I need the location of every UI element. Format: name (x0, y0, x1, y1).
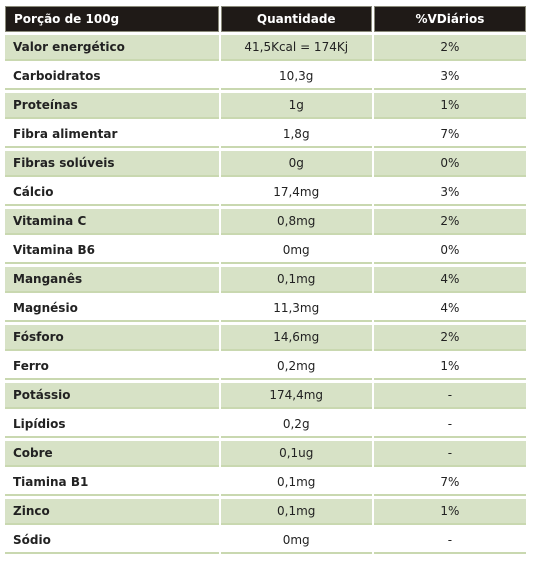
nutrient-quantity: 0mg (220, 238, 372, 264)
nutrient-quantity: 0,8mg (220, 209, 372, 235)
nutrient-daily-value: 2% (373, 325, 526, 351)
nutrient-name: Vitamina C (5, 209, 219, 235)
nutrient-daily-value: 2% (373, 209, 526, 235)
nutrient-quantity: 41,5Kcal = 174Kj (220, 35, 372, 61)
nutrient-daily-value: 0% (373, 151, 526, 177)
header-portion: Porção de 100g (5, 6, 219, 32)
nutrient-daily-value: 3% (373, 64, 526, 90)
nutrient-quantity: 0,1mg (220, 267, 372, 293)
nutrient-name: Fibras solúveis (5, 151, 219, 177)
nutrient-daily-value: 2% (373, 35, 526, 61)
nutrient-name: Zinco (5, 499, 219, 525)
table-body: Valor energético 41,5Kcal = 174Kj 2% Carboi… (5, 35, 526, 554)
nutrient-name: Tiamina B1 (5, 470, 219, 496)
nutrient-daily-value: 3% (373, 180, 526, 206)
nutrient-name: Carboidratos (5, 64, 219, 90)
nutrient-quantity: 0g (220, 151, 372, 177)
table-row: Vitamina B6 0mg 0% (5, 238, 526, 264)
nutrient-name: Proteínas (5, 93, 219, 119)
nutrient-name: Potássio (5, 383, 219, 409)
nutrient-daily-value: 4% (373, 267, 526, 293)
nutrient-name: Valor energético (5, 35, 219, 61)
nutrient-daily-value: 7% (373, 470, 526, 496)
nutrient-name: Fibra alimentar (5, 122, 219, 148)
table-row: Tiamina B1 0,1mg 7% (5, 470, 526, 496)
header-quantity: Quantidade (220, 6, 372, 32)
nutrient-quantity: 0,2mg (220, 354, 372, 380)
nutrient-name: Sódio (5, 528, 219, 554)
nutrient-quantity: 17,4mg (220, 180, 372, 206)
nutrient-quantity: 0,2g (220, 412, 372, 438)
nutrient-name: Cálcio (5, 180, 219, 206)
nutrient-quantity: 0,1mg (220, 499, 372, 525)
nutrient-quantity: 0,1mg (220, 470, 372, 496)
nutrient-daily-value: 1% (373, 354, 526, 380)
nutrient-name: Vitamina B6 (5, 238, 219, 264)
nutrient-quantity: 1,8g (220, 122, 372, 148)
table-row: Ferro 0,2mg 1% (5, 354, 526, 380)
nutrient-name: Manganês (5, 267, 219, 293)
header-daily-value: %VDiários (373, 6, 526, 32)
nutrient-daily-value: - (373, 528, 526, 554)
table-row: Zinco 0,1mg 1% (5, 499, 526, 525)
nutrient-quantity: 14,6mg (220, 325, 372, 351)
nutrient-daily-value: - (373, 383, 526, 409)
nutrient-daily-value: 7% (373, 122, 526, 148)
nutrition-facts-table: Porção de 100g Quantidade %VDiários Valo… (3, 3, 528, 557)
nutrient-quantity: 1g (220, 93, 372, 119)
table-row: Manganês 0,1mg 4% (5, 267, 526, 293)
nutrient-name: Fósforo (5, 325, 219, 351)
nutrient-quantity: 174,4mg (220, 383, 372, 409)
table-row: Fibras solúveis 0g 0% (5, 151, 526, 177)
nutrient-daily-value: - (373, 412, 526, 438)
nutrient-name: Magnésio (5, 296, 219, 322)
table-row: Vitamina C 0,8mg 2% (5, 209, 526, 235)
table-row: Valor energético 41,5Kcal = 174Kj 2% (5, 35, 526, 61)
table-header-row: Porção de 100g Quantidade %VDiários (5, 6, 526, 32)
table-row: Fósforo 14,6mg 2% (5, 325, 526, 351)
nutrient-name: Ferro (5, 354, 219, 380)
nutrient-daily-value: 4% (373, 296, 526, 322)
table-row: Lipídios 0,2g - (5, 412, 526, 438)
nutrient-quantity: 0mg (220, 528, 372, 554)
table-row: Proteínas 1g 1% (5, 93, 526, 119)
table-row: Cobre 0,1ug - (5, 441, 526, 467)
table-row: Potássio 174,4mg - (5, 383, 526, 409)
nutrient-daily-value: 0% (373, 238, 526, 264)
nutrient-name: Lipídios (5, 412, 219, 438)
table-row: Sódio 0mg - (5, 528, 526, 554)
nutrient-name: Cobre (5, 441, 219, 467)
nutrient-quantity: 0,1ug (220, 441, 372, 467)
nutrient-daily-value: 1% (373, 499, 526, 525)
table-row: Carboidratos 10,3g 3% (5, 64, 526, 90)
nutrient-daily-value: - (373, 441, 526, 467)
nutrient-quantity: 10,3g (220, 64, 372, 90)
table-row: Magnésio 11,3mg 4% (5, 296, 526, 322)
table-row: Fibra alimentar 1,8g 7% (5, 122, 526, 148)
nutrient-daily-value: 1% (373, 93, 526, 119)
nutrient-quantity: 11,3mg (220, 296, 372, 322)
table-row: Cálcio 17,4mg 3% (5, 180, 526, 206)
